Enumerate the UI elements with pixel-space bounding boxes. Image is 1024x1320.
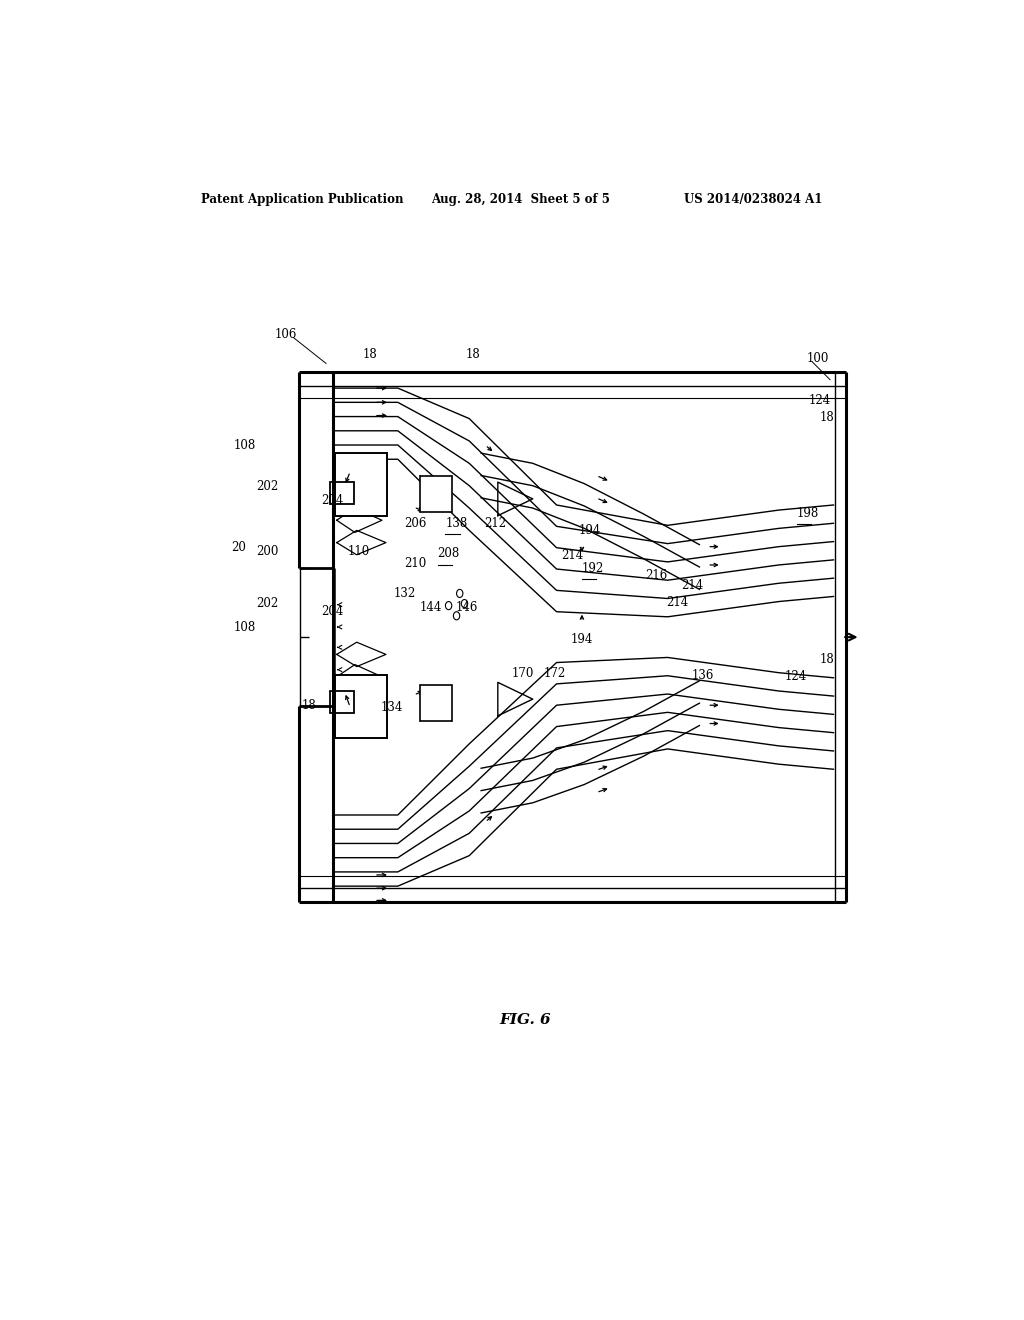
Text: 204: 204 <box>321 605 343 618</box>
Text: 206: 206 <box>404 517 427 529</box>
Text: 132: 132 <box>394 587 416 599</box>
Text: 124: 124 <box>785 671 807 684</box>
Bar <box>420 685 452 722</box>
Text: 198: 198 <box>797 507 819 520</box>
Text: 210: 210 <box>404 557 426 570</box>
Bar <box>331 690 354 713</box>
Text: 136: 136 <box>691 669 714 682</box>
Text: 202: 202 <box>257 597 279 610</box>
Text: 202: 202 <box>257 480 279 494</box>
Bar <box>331 482 354 504</box>
Text: 106: 106 <box>274 327 297 341</box>
Text: 214: 214 <box>666 597 688 609</box>
Bar <box>335 675 387 738</box>
Text: 18: 18 <box>425 698 439 711</box>
Text: 146: 146 <box>456 601 478 614</box>
Text: 192: 192 <box>582 561 604 574</box>
Text: 20: 20 <box>231 541 246 554</box>
Text: 108: 108 <box>233 622 256 635</box>
Text: 138: 138 <box>445 517 468 529</box>
Text: 108: 108 <box>233 438 256 451</box>
Text: 18: 18 <box>465 348 480 362</box>
Text: 18: 18 <box>819 411 834 424</box>
Text: 200: 200 <box>257 545 279 558</box>
Text: 100: 100 <box>807 352 828 366</box>
Text: 194: 194 <box>570 632 593 645</box>
Text: 204: 204 <box>321 495 343 507</box>
Text: 18: 18 <box>362 348 378 362</box>
Text: 216: 216 <box>645 569 668 582</box>
Text: 124: 124 <box>809 393 831 407</box>
Bar <box>420 475 452 512</box>
Text: 214: 214 <box>561 549 584 562</box>
Text: 208: 208 <box>437 548 460 560</box>
Bar <box>335 453 387 516</box>
Text: 172: 172 <box>544 667 566 680</box>
Text: 134: 134 <box>380 701 402 714</box>
Text: 18: 18 <box>302 698 316 711</box>
Text: 144: 144 <box>420 601 442 614</box>
Text: 212: 212 <box>484 517 507 529</box>
Text: 18: 18 <box>819 653 834 667</box>
Text: 170: 170 <box>511 667 534 680</box>
Text: 110: 110 <box>348 545 370 558</box>
Text: US 2014/0238024 A1: US 2014/0238024 A1 <box>684 193 822 206</box>
Text: 194: 194 <box>579 524 601 537</box>
Text: FIG. 6: FIG. 6 <box>499 1014 551 1027</box>
Text: Aug. 28, 2014  Sheet 5 of 5: Aug. 28, 2014 Sheet 5 of 5 <box>431 193 610 206</box>
Text: 214: 214 <box>681 578 703 591</box>
Text: Patent Application Publication: Patent Application Publication <box>201 193 403 206</box>
